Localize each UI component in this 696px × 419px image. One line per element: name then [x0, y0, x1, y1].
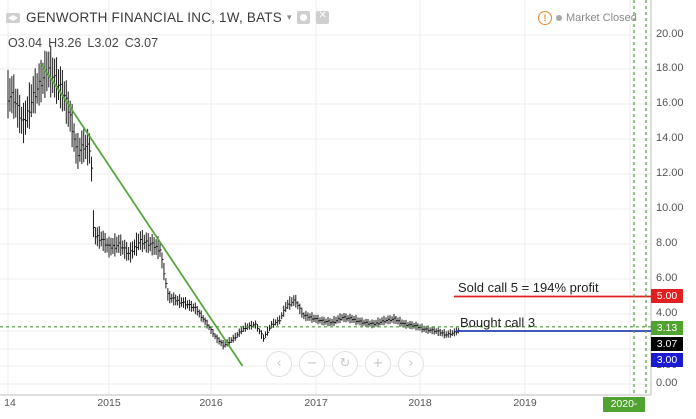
market-status: ! Market Closed	[538, 11, 637, 25]
price-tick-label: 4.00	[656, 307, 678, 319]
market-status-label: Market Closed	[566, 12, 637, 24]
time-tick-label: 2018	[408, 397, 432, 409]
price-tick-label: 12.00	[656, 167, 684, 179]
price-series	[7, 45, 460, 350]
ohlc-low: L3.02	[87, 36, 119, 50]
ohlc-readout: O3.04 H3.26 L3.02 C3.07	[8, 36, 158, 50]
price-tick-label: 6.00	[656, 272, 678, 284]
reset-button[interactable]: ↻	[332, 351, 358, 377]
price-tag-5: 5.00	[651, 289, 683, 303]
price-tick-label: 20.00	[656, 28, 684, 40]
time-tick-label: 2016	[199, 397, 223, 409]
close-icon[interactable]	[316, 10, 330, 24]
price-tick-label: 8.00	[656, 237, 678, 249]
warning-icon[interactable]: !	[538, 11, 552, 25]
zoom-in-button[interactable]: +	[365, 351, 391, 377]
ohlc-high: H3.26	[48, 36, 82, 50]
grid	[0, 0, 651, 395]
price-tag-last: 3.07	[651, 337, 683, 351]
sold-call-annotation: Sold call 5 = 194% profit	[458, 280, 599, 295]
symbol-title[interactable]: GENWORTH FINANCIAL INC, 1W, BATS	[26, 10, 282, 25]
price-tick-label: 18.00	[656, 62, 684, 74]
scroll-left-button[interactable]: ‹	[266, 351, 292, 377]
trendline[interactable]	[40, 63, 244, 367]
chart-nav-controls: ‹ − ↻ + ›	[266, 351, 424, 377]
price-tick-label: 10.00	[656, 202, 684, 214]
time-tick-label: 2015	[97, 397, 121, 409]
gear-icon[interactable]	[297, 11, 311, 24]
status-dot-icon	[556, 15, 562, 21]
price-tick-label: 16.00	[656, 97, 684, 109]
scroll-right-button[interactable]: ›	[398, 351, 424, 377]
eye-icon[interactable]	[6, 12, 20, 23]
chart-header: GENWORTH FINANCIAL INC, 1W, BATS ▾	[6, 10, 330, 25]
time-tick-label: 14	[4, 397, 16, 409]
price-tick-label: 0.00	[656, 377, 678, 389]
price-tag-3: 3.00	[651, 353, 683, 367]
bought-call-annotation: Bought call 3	[460, 315, 536, 330]
chevron-down-icon[interactable]: ▾	[286, 12, 292, 23]
price-tick-label: 14.00	[656, 132, 684, 144]
time-tick-label: 2017	[304, 397, 328, 409]
zoom-out-button[interactable]: −	[299, 351, 325, 377]
ohlc-close: C3.07	[124, 36, 159, 50]
time-tick-label: 2019	[513, 397, 537, 409]
ohlc-open: O3.04	[8, 36, 43, 50]
price-tag-313: 3.13	[651, 321, 683, 335]
cursor-date-tag: 2020-01-	[603, 397, 645, 419]
